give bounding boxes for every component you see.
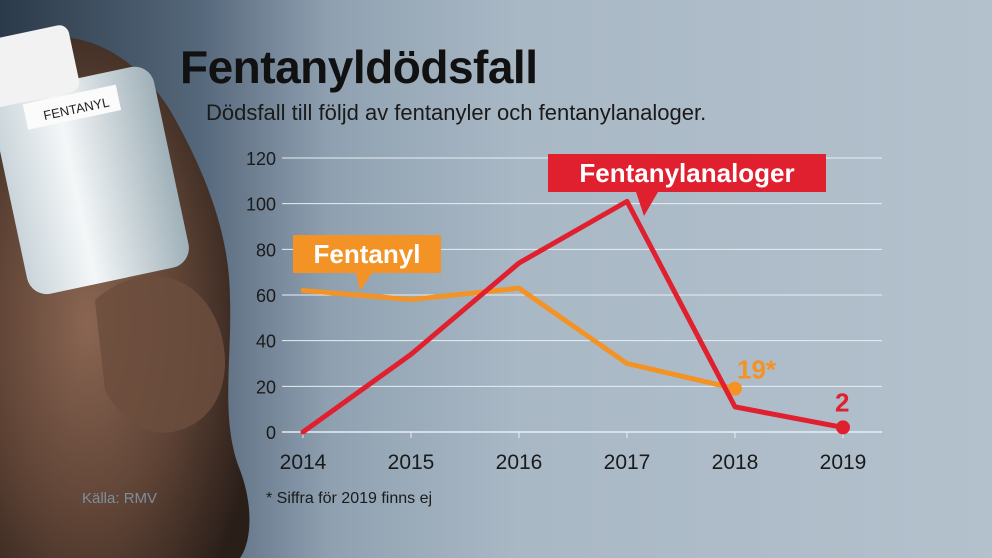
series-labels: 19* 2 Fentanyl Fentanylanaloger [293,154,849,417]
series-line-analoger [300,198,846,435]
legend-badge-fentanyl [293,235,441,273]
x-tick-label: 2014 [280,451,327,474]
x-tick-label: 2019 [820,451,867,474]
end-point-analoger [836,420,850,435]
series-lines [300,198,850,435]
y-axis-ticks: 0 20 40 60 80 100 120 [246,149,276,443]
y-tick-label: 120 [246,149,276,169]
vial [0,25,189,295]
end-point-fentanyl [728,381,742,396]
legend-pointer-fentanyl [356,273,372,291]
legend-badge-analoger [548,154,826,192]
x-tick-label: 2016 [496,451,543,474]
legend-label-analoger: Fentanylanaloger [579,158,794,188]
source-note: Källa: RMV [82,490,158,507]
end-value-label-fentanyl: 19* [737,355,777,385]
chart-title: Fentanyldödsfall [180,41,538,93]
x-tick-label: 2015 [388,451,435,474]
y-tick-label: 20 [256,377,276,397]
footnote: * Siffra för 2019 finns ej [266,490,433,507]
x-axis-ticks: 2014 2015 2016 2017 2018 2019 [280,432,867,474]
y-tick-label: 100 [246,195,276,215]
y-tick-label: 40 [256,332,276,352]
legend-label-fentanyl: Fentanyl [314,239,421,269]
thumb-shape [95,276,226,433]
y-tick-label: 80 [256,240,276,260]
y-tick-label: 0 [266,423,276,443]
series-line-fentanyl [300,285,738,392]
x-tick-label: 2018 [712,451,759,474]
legend-pointer-analoger [636,192,658,216]
x-tick-label: 2017 [604,451,651,474]
chart-subtitle: Dödsfall till följd av fentanyler och fe… [206,100,707,125]
y-tick-label: 60 [256,286,276,306]
end-value-label-analoger: 2 [835,387,849,417]
